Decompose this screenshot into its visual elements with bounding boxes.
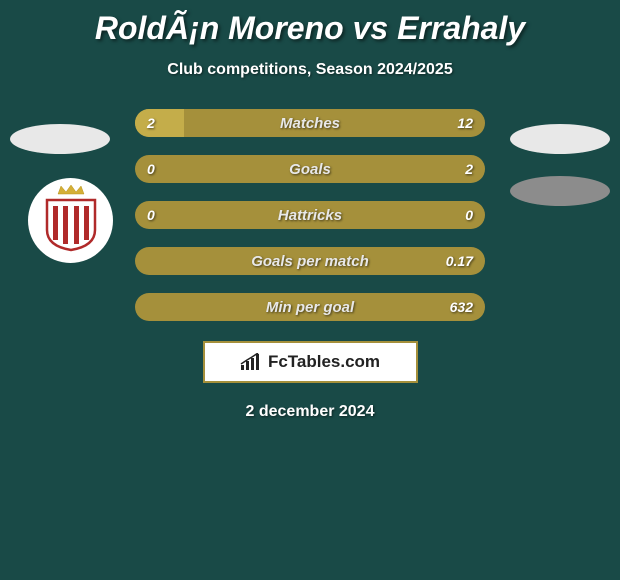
- stat-value-right: 0.17: [446, 247, 473, 275]
- stat-row: Goals per match 0.17: [135, 247, 485, 275]
- stat-value-right: 12: [457, 109, 473, 137]
- stat-value-right: 2: [465, 155, 473, 183]
- stat-value-right: 632: [450, 293, 473, 321]
- stat-row: Min per goal 632: [135, 293, 485, 321]
- stat-row: 0 Goals 2: [135, 155, 485, 183]
- comparison-date: 2 december 2024: [0, 403, 620, 421]
- comparison-title: RoldÃ¡n Moreno vs Errahaly: [0, 0, 620, 47]
- stat-row: 2 Matches 12: [135, 109, 485, 137]
- site-logo: FcTables.com: [203, 341, 418, 383]
- stat-row: 0 Hattricks 0: [135, 201, 485, 229]
- stat-label: Matches: [135, 109, 485, 137]
- stat-label: Hattricks: [135, 201, 485, 229]
- bar-chart-icon: [240, 353, 262, 371]
- stat-label: Min per goal: [135, 293, 485, 321]
- stat-value-right: 0: [465, 201, 473, 229]
- logo-text: FcTables.com: [268, 352, 380, 372]
- stats-container: 2 Matches 12 0 Goals 2 0 Hattricks 0 Goa…: [0, 109, 620, 321]
- stat-label: Goals per match: [135, 247, 485, 275]
- comparison-subtitle: Club competitions, Season 2024/2025: [0, 61, 620, 79]
- stat-label: Goals: [135, 155, 485, 183]
